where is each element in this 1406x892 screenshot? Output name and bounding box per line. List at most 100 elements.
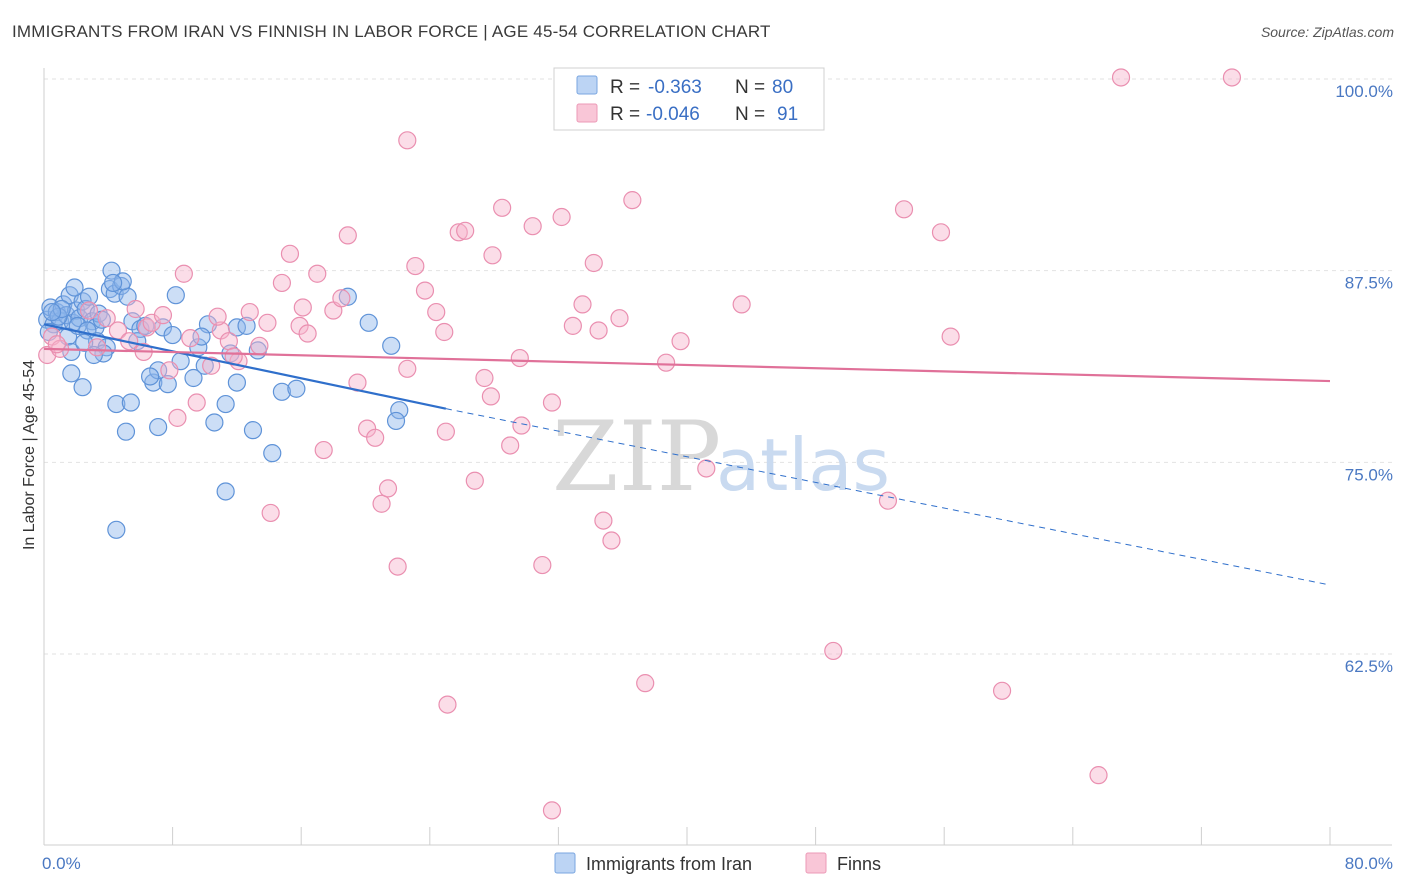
finns-point-20 [280,244,300,263]
trend-lines [43,323,1331,586]
finns-point-78 [126,299,145,319]
iran-point-46 [184,368,203,388]
legend-r-value-iran: -0.363 [648,77,702,98]
finns-point-24 [314,440,333,460]
finns-point-27 [338,226,357,245]
finns-point-35 [406,256,425,276]
chart-title: IMMIGRANTS FROM IRAN VS FINNISH IN LABOR… [12,22,771,41]
series-finns-points [38,68,1242,820]
finns-point-56 [610,309,629,328]
finns-point-53 [584,253,603,273]
finns-point-85 [510,348,529,368]
iran-point-77 [42,302,62,322]
finns-point-42 [475,368,494,388]
iran-point-67 [107,520,126,539]
watermark-zip: ZIP [552,401,721,513]
stats-legend-box [553,67,825,131]
iran-point-58 [287,379,306,398]
finns-point-16 [240,302,259,322]
finns-point-74 [542,801,562,820]
stats-legend: R = -0.363 N = 80 R = -0.046 N = 91 [553,67,825,131]
watermark: ZIP atlas [552,401,890,513]
legend-n-label-iran: N = [735,77,765,98]
finns-point-68 [941,327,960,346]
finns-point-72 [1222,68,1242,87]
x-tick-min: 0.0% [42,854,81,873]
finns-point-36 [415,281,435,300]
y-tick-label-0: 100.0% [1335,82,1393,101]
finns-point-17 [250,336,269,355]
iran-point-55 [216,394,235,414]
series-legend: Immigrants from Iran Finns [554,852,881,874]
iran-point-56 [243,421,263,440]
y-tick-labels: 100.0% 87.5% 75.0% 62.5% [1335,82,1393,676]
y-tick-label-1: 87.5% [1345,274,1393,293]
finns-point-67 [931,223,951,242]
iran-point-72 [163,325,182,345]
finns-point-34 [398,359,417,378]
iran-point-61 [227,373,246,392]
watermark-atlas: atlas [716,423,890,507]
legend-n-value-finns: 91 [777,104,798,125]
finns-point-12 [202,356,221,375]
iran-point-66 [216,482,235,501]
finns-point-76 [481,387,500,406]
series-legend-swatch-finns [805,852,827,874]
series-legend-swatch-iran [554,852,576,874]
finns-point-43 [483,246,502,265]
iran-point-64 [382,336,401,355]
iran-point-52 [121,393,140,412]
finns-point-49 [542,393,562,412]
series-legend-label-finns: Finns [837,854,881,874]
finns-point-47 [523,217,542,236]
y-axis-label: In Labor Force | Age 45-54 [21,360,38,550]
finns-point-52 [573,295,592,314]
x-tick-max: 80.0% [1345,854,1393,873]
iran-point-25 [62,342,81,362]
finns-point-33 [388,557,407,576]
finns-point-40 [456,221,475,240]
finns-point-79 [97,309,116,328]
iran-point-59 [263,444,282,463]
finns-point-14 [219,332,238,351]
finns-point-82 [293,298,312,317]
legend-swatch-finns [576,103,598,123]
finns-point-81 [208,307,227,326]
iran-point-51 [116,422,136,441]
legend-n-value-iran: 80 [772,77,793,98]
finns-point-39 [449,223,468,242]
iran-point-62 [338,287,357,306]
finns-point-8 [153,306,173,325]
legend-n-label-finns: N = [735,104,765,125]
iran-point-50 [107,394,126,414]
legend-swatch-iran [576,75,598,95]
iran-point-54 [205,413,224,432]
source-credit: Source: ZipAtlas.com [1260,24,1394,40]
y-tick-label-3: 62.5% [1345,657,1393,676]
finns-point-48 [533,555,552,575]
finns-point-86 [589,321,608,340]
finns-point-38 [436,422,455,441]
finns-point-10 [181,329,200,348]
finns-point-70 [1089,766,1108,785]
finns-point-41 [465,471,484,490]
finns-point-32 [378,479,398,498]
finns-point-69 [992,681,1012,700]
iran-point-78 [65,278,84,297]
finns-point-45 [501,436,520,455]
iran-point-57 [272,382,292,401]
iran-point-65 [386,411,406,431]
iran-point-13 [79,287,99,306]
finns-point-57 [623,191,642,210]
legend-r-label-iran: R = [610,77,640,98]
series-legend-label-iran: Immigrants from Iran [586,854,752,874]
iran-point-53 [149,417,168,437]
finns-point-77 [160,361,179,380]
finns-point-88 [258,313,277,332]
finns-point-64 [824,641,843,661]
finns-point-37 [427,302,446,322]
finns-point-65 [878,491,898,510]
finns-point-31 [372,494,391,513]
iran-point-76 [104,273,123,293]
